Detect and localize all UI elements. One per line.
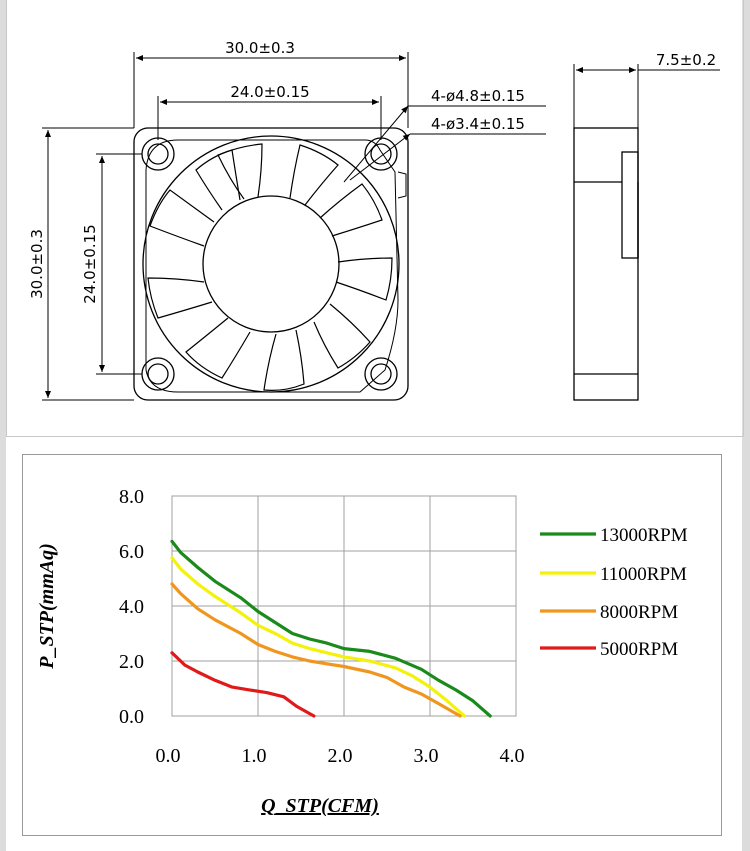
chart-legend: 13000RPM 11000RPM 8000RPM 5000RPM	[540, 525, 688, 660]
y-axis-label: P_STP(mmAq)	[36, 543, 58, 670]
page-edge-right	[742, 0, 750, 851]
chart-grid	[171, 495, 517, 717]
fan-side-view	[573, 127, 639, 401]
dim-thickness: 7.5±0.2	[656, 51, 716, 69]
y-tick-label: 4.0	[119, 596, 144, 618]
fan-dimension-drawing: 30.0±0.3 24.0±0.15 30.0±0.3 24.0±0.15 7.…	[28, 39, 720, 401]
fan-bore	[142, 135, 400, 393]
y-tick-label: 2.0	[119, 651, 144, 673]
dim-hole-spacing-height: 24.0±0.15	[81, 224, 99, 303]
dim-overall-height: 30.0±0.3	[28, 229, 46, 299]
chart-frame	[22, 454, 722, 836]
dim-overall-width: 30.0±0.3	[225, 39, 295, 57]
callout-inner-holes: 4-ø3.4±0.15	[431, 115, 525, 133]
callout-outer-holes: 4-ø4.8±0.15	[431, 87, 525, 105]
legend-label: 13000RPM	[600, 525, 688, 546]
x-tick-label: 2.0	[328, 745, 353, 767]
page-edge-left	[0, 0, 6, 851]
fan-hub	[202, 195, 340, 333]
x-tick-label: 0.0	[156, 745, 181, 767]
x-tick-label: 3.0	[414, 745, 439, 767]
wire-exit-tab	[397, 171, 407, 199]
fan-frame-outline	[133, 127, 409, 401]
series-line-5000rpm	[170, 651, 316, 718]
y-tick-label: 8.0	[119, 486, 144, 508]
series-line-11000rpm	[170, 556, 466, 718]
fan-blades	[147, 143, 393, 391]
x-tick-label: 4.0	[500, 745, 525, 767]
legend-label: 5000RPM	[600, 639, 678, 660]
x-axis-label: Q_STP(CFM)	[261, 795, 379, 817]
x-tick-label: 1.0	[242, 745, 267, 767]
series-line-8000rpm	[170, 582, 462, 718]
mounting-hole-bottom-right	[364, 357, 398, 391]
y-tick-label: 6.0	[119, 541, 144, 563]
series-line-13000rpm	[170, 539, 492, 718]
legend-label: 8000RPM	[600, 602, 678, 623]
legend-label: 11000RPM	[600, 564, 687, 585]
drawing-frame	[6, 0, 744, 437]
dim-hole-spacing-width: 24.0±0.15	[230, 83, 309, 101]
y-tick-label: 0.0	[119, 706, 144, 728]
